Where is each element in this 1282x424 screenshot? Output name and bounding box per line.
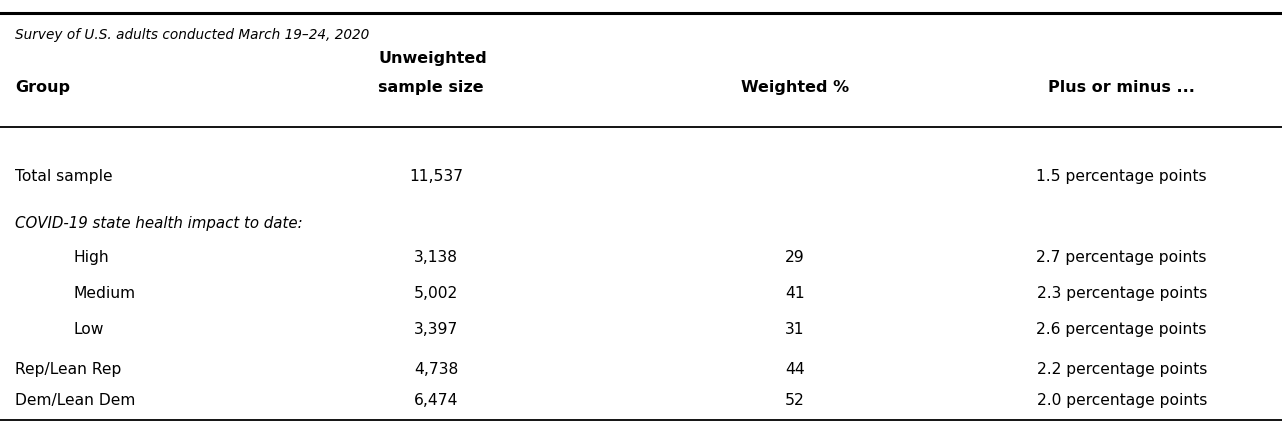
Text: Unweighted: Unweighted	[378, 51, 487, 66]
Text: Rep/Lean Rep: Rep/Lean Rep	[15, 363, 122, 377]
Text: 2.3 percentage points: 2.3 percentage points	[1037, 286, 1206, 301]
Text: Low: Low	[73, 322, 104, 337]
Text: 3,397: 3,397	[414, 322, 458, 337]
Text: COVID-19 state health impact to date:: COVID-19 state health impact to date:	[15, 216, 303, 231]
Text: Total sample: Total sample	[15, 170, 113, 184]
Text: Medium: Medium	[73, 286, 135, 301]
Text: 52: 52	[785, 393, 805, 408]
Text: Plus or minus ...: Plus or minus ...	[1049, 81, 1195, 95]
Text: Group: Group	[15, 81, 71, 95]
Text: 29: 29	[785, 250, 805, 265]
Text: 2.7 percentage points: 2.7 percentage points	[1037, 250, 1206, 265]
Text: 2.2 percentage points: 2.2 percentage points	[1037, 363, 1206, 377]
Text: 5,002: 5,002	[414, 286, 458, 301]
Text: High: High	[73, 250, 109, 265]
Text: 11,537: 11,537	[409, 170, 463, 184]
Text: 2.6 percentage points: 2.6 percentage points	[1037, 322, 1206, 337]
Text: 6,474: 6,474	[414, 393, 458, 408]
Text: sample size: sample size	[378, 81, 483, 95]
Text: 4,738: 4,738	[414, 363, 458, 377]
Text: 44: 44	[785, 363, 805, 377]
Text: 41: 41	[785, 286, 805, 301]
Text: 31: 31	[785, 322, 805, 337]
Text: Survey of U.S. adults conducted March 19–24, 2020: Survey of U.S. adults conducted March 19…	[15, 28, 369, 42]
Text: 1.5 percentage points: 1.5 percentage points	[1036, 170, 1208, 184]
Text: 2.0 percentage points: 2.0 percentage points	[1037, 393, 1206, 408]
Text: Weighted %: Weighted %	[741, 81, 849, 95]
Text: 3,138: 3,138	[414, 250, 458, 265]
Text: Dem/Lean Dem: Dem/Lean Dem	[15, 393, 136, 408]
